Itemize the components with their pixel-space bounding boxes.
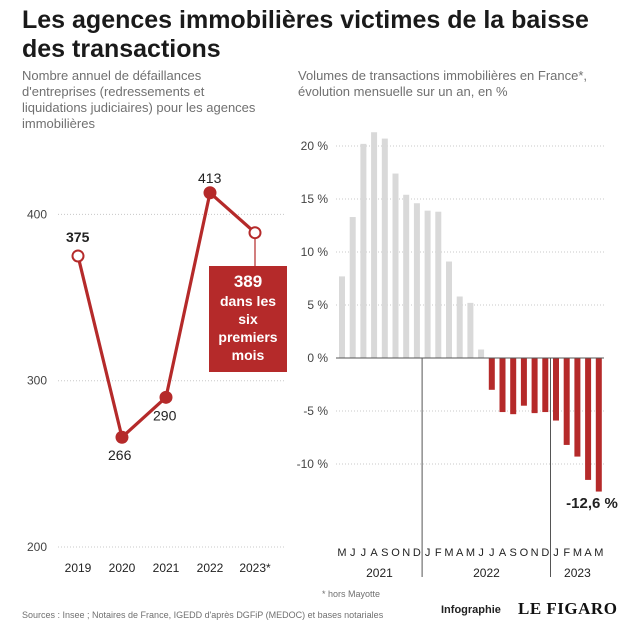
x-tick-label: J	[425, 547, 431, 559]
year-label: 2022	[473, 566, 500, 580]
bar	[553, 358, 559, 421]
year-label: 2021	[366, 566, 393, 580]
footnote: * hors Mayotte	[322, 589, 381, 599]
bar	[424, 210, 431, 358]
x-tick-label: A	[456, 547, 464, 559]
bar	[585, 358, 592, 480]
x-tick-label: M	[337, 547, 346, 559]
data-label: 266	[108, 447, 132, 463]
last-value-label: -12,6 %	[566, 495, 618, 512]
x-tick-label: 2020	[109, 561, 136, 575]
x-tick-label: S	[381, 547, 388, 559]
bar	[360, 143, 367, 358]
data-label: 375	[66, 229, 90, 245]
x-tick-label: J	[350, 547, 356, 559]
y-tick-label: 200	[27, 540, 47, 554]
left-chart-subtitle: Nombre annuel de défaillances d'entrepri…	[22, 68, 256, 131]
chart-title: Les agences immobilières victimes de la …	[22, 6, 589, 63]
data-label: 290	[153, 407, 177, 423]
annotation-text: premiers	[218, 329, 277, 345]
bar	[499, 358, 506, 413]
x-tick-label: D	[541, 547, 549, 559]
x-tick-label: O	[391, 547, 400, 559]
data-point	[248, 226, 262, 240]
y-tick-label: 20 %	[301, 139, 329, 153]
y-tick-label: 0 %	[307, 351, 328, 365]
bar	[456, 296, 463, 358]
x-tick-label: A	[370, 547, 378, 559]
x-tick-label: 2021	[153, 561, 180, 575]
data-point	[71, 249, 85, 263]
x-tick-label: J	[361, 547, 367, 559]
annotation-value: 389	[234, 272, 262, 291]
x-tick-label: J	[489, 547, 495, 559]
y-tick-label: 10 %	[301, 245, 329, 259]
x-tick-label: M	[444, 547, 453, 559]
data-point	[203, 186, 217, 200]
y-tick-label: -5 %	[303, 404, 328, 418]
x-tick-label: A	[499, 547, 507, 559]
annotation-box	[209, 266, 287, 372]
y-tick-label: -10 %	[297, 457, 329, 471]
y-tick-label: 15 %	[301, 192, 329, 206]
y-tick-label: 400	[27, 207, 47, 221]
bar	[339, 276, 345, 358]
le-figaro-logo: LE FIGARO	[518, 599, 618, 618]
bar	[520, 358, 527, 406]
x-tick-label: F	[435, 547, 442, 559]
x-tick-label: 2023*	[239, 561, 271, 575]
bar	[435, 211, 442, 358]
bar	[381, 138, 388, 358]
bar	[349, 217, 356, 358]
annotation-text: mois	[232, 347, 265, 363]
credit-text: Infographie	[441, 604, 501, 616]
annotation-text: dans les	[220, 293, 276, 309]
y-tick-label: 300	[27, 374, 47, 388]
x-tick-label: O	[520, 547, 529, 559]
bar	[563, 358, 570, 445]
bar	[531, 358, 538, 414]
bar	[467, 302, 474, 358]
x-tick-label: F	[563, 547, 570, 559]
x-tick-label: M	[594, 547, 603, 559]
right-chart-subtitle: Volumes de transactions immobilières en …	[298, 68, 588, 99]
bar	[371, 132, 378, 358]
bar	[510, 358, 517, 415]
year-label: 2023	[564, 566, 591, 580]
data-label: 413	[198, 170, 222, 186]
x-tick-label: S	[510, 547, 517, 559]
bar	[446, 261, 452, 358]
x-tick-label: J	[553, 547, 559, 559]
bar	[488, 358, 495, 390]
data-point	[115, 430, 129, 444]
x-tick-label: M	[573, 547, 582, 559]
x-tick-label: D	[413, 547, 421, 559]
bar	[574, 358, 581, 457]
sources-text: Sources : Insee ; Notaires de France, IG…	[22, 610, 384, 620]
x-tick-label: N	[402, 547, 410, 559]
bar	[595, 358, 602, 492]
bar	[392, 173, 399, 358]
annotation-text: six	[238, 311, 258, 327]
x-tick-label: J	[478, 547, 484, 559]
x-tick-label: A	[584, 547, 592, 559]
data-point	[159, 390, 173, 404]
x-tick-label: 2022	[197, 561, 224, 575]
bar	[478, 349, 485, 358]
x-tick-label: 2019	[65, 561, 92, 575]
x-tick-label: M	[466, 547, 475, 559]
bar	[403, 194, 410, 358]
x-tick-label: N	[531, 547, 539, 559]
bar	[542, 358, 549, 413]
y-tick-label: 5 %	[307, 298, 328, 312]
bar	[413, 203, 420, 358]
